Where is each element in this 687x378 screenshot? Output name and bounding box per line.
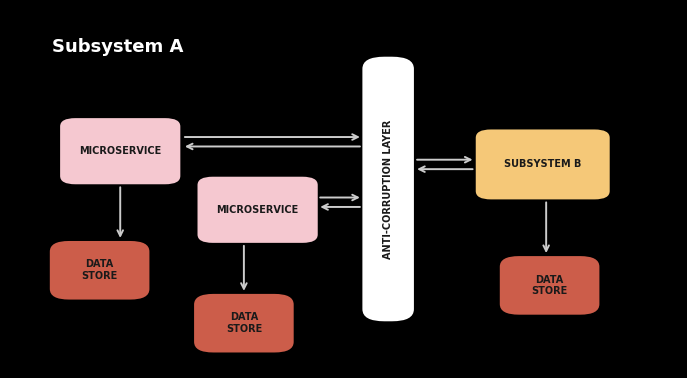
Text: ANTI-CORRUPTION LAYER: ANTI-CORRUPTION LAYER xyxy=(383,119,393,259)
Text: DATA
STORE: DATA STORE xyxy=(226,312,262,334)
FancyBboxPatch shape xyxy=(49,241,150,299)
FancyBboxPatch shape xyxy=(475,129,610,200)
FancyBboxPatch shape xyxy=(60,118,180,184)
FancyBboxPatch shape xyxy=(194,294,294,352)
Text: MICROSERVICE: MICROSERVICE xyxy=(79,146,161,156)
Text: Subsystem A: Subsystem A xyxy=(52,38,183,56)
Text: SUBSYSTEM B: SUBSYSTEM B xyxy=(504,160,581,169)
FancyBboxPatch shape xyxy=(500,256,599,314)
Text: DATA
STORE: DATA STORE xyxy=(82,259,117,281)
FancyBboxPatch shape xyxy=(198,177,317,243)
Text: MICROSERVICE: MICROSERVICE xyxy=(216,205,299,215)
FancyBboxPatch shape xyxy=(363,57,414,321)
Text: DATA
STORE: DATA STORE xyxy=(532,274,567,296)
